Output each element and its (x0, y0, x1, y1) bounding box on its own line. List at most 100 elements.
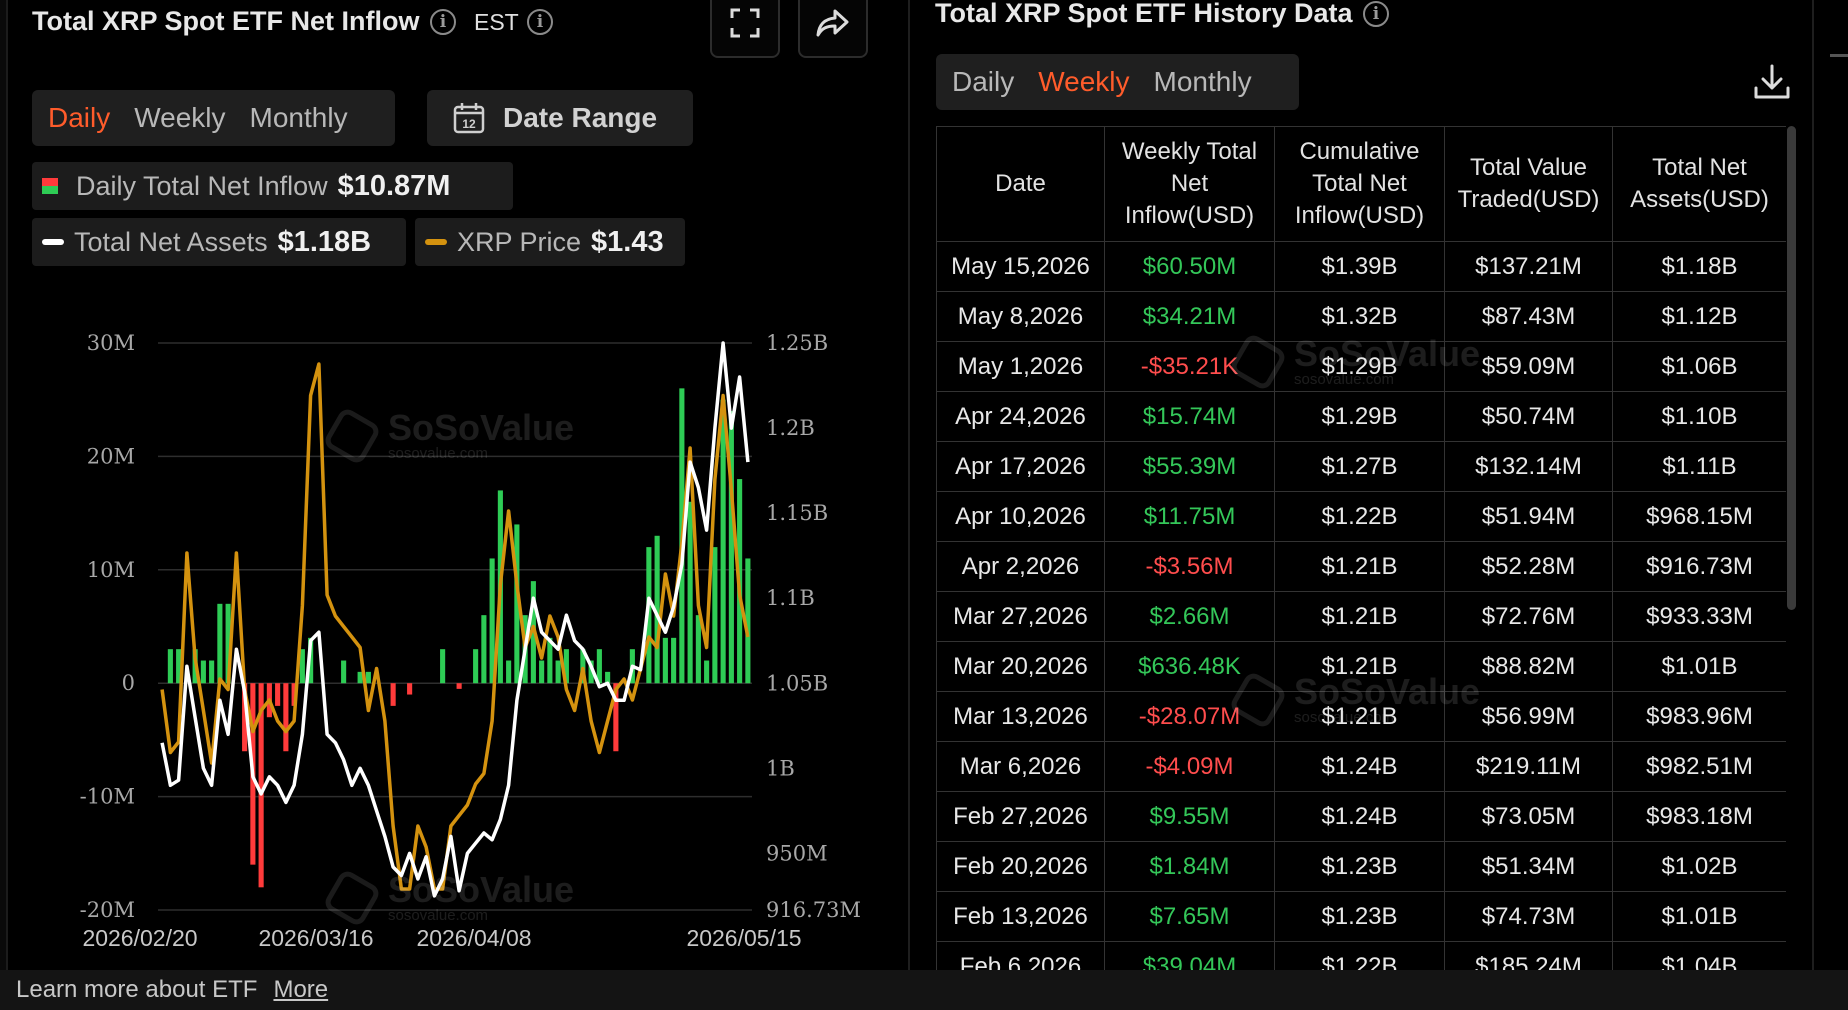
tab-monthly[interactable]: Monthly (249, 102, 348, 133)
table-row[interactable]: Mar 13,2026 -$28.07M $1.21B $56.99M $983.96M (936, 691, 1786, 742)
cell-value-traded: $132.14M (1444, 441, 1613, 492)
cell-cumulative-inflow: $1.21B (1274, 541, 1445, 592)
col-value-traded[interactable]: Total Value Traded(USD) (1444, 126, 1613, 242)
table-row[interactable]: Mar 6,2026 -$4.09M $1.24B $219.11M $982.51M (936, 741, 1786, 792)
col-net-assets[interactable]: Total Net Assets(USD) (1612, 126, 1786, 242)
y-right-tick-label: 1.05B (766, 671, 828, 695)
inflow-bar (704, 660, 710, 684)
col-cumulative-inflow[interactable]: Cumulative Total Net Inflow(USD) (1274, 126, 1445, 242)
x-tick-label: 2026/03/16 (258, 925, 373, 951)
cell-date: Apr 10,2026 (936, 491, 1105, 542)
table-row[interactable]: Mar 20,2026 $636.48K $1.21B $88.82M $1.01B (936, 641, 1786, 692)
cell-net-assets: $1.01B (1612, 891, 1786, 942)
tab-daily[interactable]: Daily (48, 102, 111, 133)
legend-total-net-assets[interactable]: Total Net Assets $1.18B (32, 218, 406, 266)
table-row[interactable]: Apr 2,2026 -$3.56M $1.21B $52.28M $916.73M (936, 541, 1786, 592)
cell-weekly-inflow: $9.55M (1104, 791, 1275, 842)
calendar-icon: 12 (453, 103, 485, 134)
col-weekly-inflow[interactable]: Weekly Total Net Inflow(USD) (1104, 126, 1275, 242)
timezone-info-icon[interactable]: i (527, 9, 553, 35)
fullscreen-icon (730, 8, 760, 38)
inflow-bar (654, 535, 660, 684)
table-scrollbar[interactable] (1787, 126, 1796, 610)
table-row[interactable]: Feb 13,2026 $7.65M $1.23B $74.73M $1.01B (936, 891, 1786, 942)
share-icon (816, 9, 849, 37)
cell-weekly-inflow: $34.21M (1104, 291, 1275, 342)
cell-weekly-inflow: $60.50M (1104, 241, 1275, 292)
inflow-bar (167, 649, 173, 684)
inflow-bar (299, 649, 305, 684)
fullscreen-button[interactable] (710, 0, 780, 58)
inflow-bar (283, 683, 289, 752)
table-row[interactable]: May 15,2026 $60.50M $1.39B $137.21M $1.18B (936, 241, 1786, 292)
history-info-icon[interactable]: i (1363, 1, 1389, 27)
table-row[interactable]: Apr 24,2026 $15.74M $1.29B $50.74M $1.10B (936, 391, 1786, 442)
inflow-bar (489, 558, 495, 684)
cell-date: Feb 20,2026 (936, 841, 1105, 892)
share-button[interactable] (798, 0, 868, 58)
cell-date: Apr 24,2026 (936, 391, 1105, 442)
cell-cumulative-inflow: $1.22B (1274, 941, 1445, 970)
y-right-tick-label: 1.15B (766, 501, 828, 525)
y-left-tick-label: -20M (80, 898, 135, 922)
inflow-bar (613, 683, 619, 752)
col-date[interactable]: Date (936, 126, 1105, 242)
download-icon[interactable] (1752, 62, 1792, 102)
cell-cumulative-inflow: $1.24B (1274, 741, 1445, 792)
history-tab-monthly[interactable]: Monthly (1153, 66, 1252, 97)
table-row[interactable]: Feb 27,2026 $9.55M $1.24B $73.05M $983.18M (936, 791, 1786, 842)
table-row[interactable]: Apr 10,2026 $11.75M $1.22B $51.94M $968.15M (936, 491, 1786, 542)
cell-value-traded: $50.74M (1444, 391, 1613, 442)
inflow-bar (563, 649, 569, 684)
history-table-container[interactable]: Date Weekly Total Net Inflow(USD) Cumula… (936, 126, 1786, 970)
inflow-bar (588, 660, 594, 684)
inflow-bar (242, 683, 248, 752)
inflow-bar (605, 671, 611, 684)
inflow-bar (200, 660, 206, 684)
footer-more-link[interactable]: More (273, 976, 329, 1003)
cell-value-traded: $137.21M (1444, 241, 1613, 292)
table-row[interactable]: Feb 6,2026 $39.04M $1.22B $185.24M $1.04B (936, 941, 1786, 970)
y-left-tick-label: 0 (122, 671, 135, 695)
cell-cumulative-inflow: $1.29B (1274, 391, 1445, 442)
history-tab-weekly[interactable]: Weekly (1038, 66, 1130, 97)
inflow-bar (712, 547, 718, 684)
cell-net-assets: $1.01B (1612, 641, 1786, 692)
panel-divider (908, 0, 910, 970)
cell-weekly-inflow: -$4.09M (1104, 741, 1275, 792)
net-inflow-chart[interactable]: 30M 20M 10M 0 -10M -20M 1.25B 1.2B 1.15B 1.1B 1.05… (0, 0, 900, 960)
xrp-price-line (160, 362, 750, 891)
inflow-bar (481, 615, 487, 684)
cell-date: Mar 20,2026 (936, 641, 1105, 692)
inflow-bar (217, 603, 223, 684)
inflow-bar (308, 637, 314, 684)
cell-net-assets: $1.11B (1612, 441, 1786, 492)
cell-weekly-inflow: -$3.56M (1104, 541, 1275, 592)
date-range-button[interactable]: 12 Date Range (427, 90, 693, 146)
table-row[interactable]: Mar 27,2026 $2.66M $1.21B $72.76M $933.33M (936, 591, 1786, 642)
inflow-bar (506, 660, 512, 684)
inflow-bar (341, 660, 347, 684)
inflow-bar (580, 649, 586, 684)
date-range-label: Date Range (503, 102, 658, 133)
x-tick-label: 2026/02/20 (82, 925, 197, 951)
cell-weekly-inflow: $7.65M (1104, 891, 1275, 942)
history-tab-daily[interactable]: Daily (952, 66, 1015, 97)
cell-weekly-inflow: $2.66M (1104, 591, 1275, 642)
cell-weekly-inflow: -$35.21K (1104, 341, 1275, 392)
table-row[interactable]: May 8,2026 $34.21M $1.32B $87.43M $1.12B (936, 291, 1786, 342)
table-row[interactable]: Feb 20,2026 $1.84M $1.23B $51.34M $1.02B (936, 841, 1786, 892)
legend-price-label: XRP Price (457, 226, 582, 257)
info-icon[interactable]: i (430, 9, 456, 35)
left-edge-divider (0, 0, 8, 970)
y-right-tick-label: 916.73M (766, 898, 861, 922)
cell-cumulative-inflow: $1.39B (1274, 241, 1445, 292)
legend-daily-inflow[interactable]: Daily Total Net Inflow $10.87M (32, 162, 513, 210)
inflow-bar (176, 649, 182, 684)
table-row[interactable]: May 1,2026 -$35.21K $1.29B $59.09M $1.06B (936, 341, 1786, 392)
table-row[interactable]: Apr 17,2026 $55.39M $1.27B $132.14M $1.11B (936, 441, 1786, 492)
footer-bar: Learn more about ETF More (0, 970, 1848, 1010)
tab-weekly[interactable]: Weekly (134, 102, 226, 133)
legend-xrp-price[interactable]: XRP Price $1.43 (415, 218, 685, 266)
x-tick-label: 2026/05/15 (686, 925, 801, 951)
